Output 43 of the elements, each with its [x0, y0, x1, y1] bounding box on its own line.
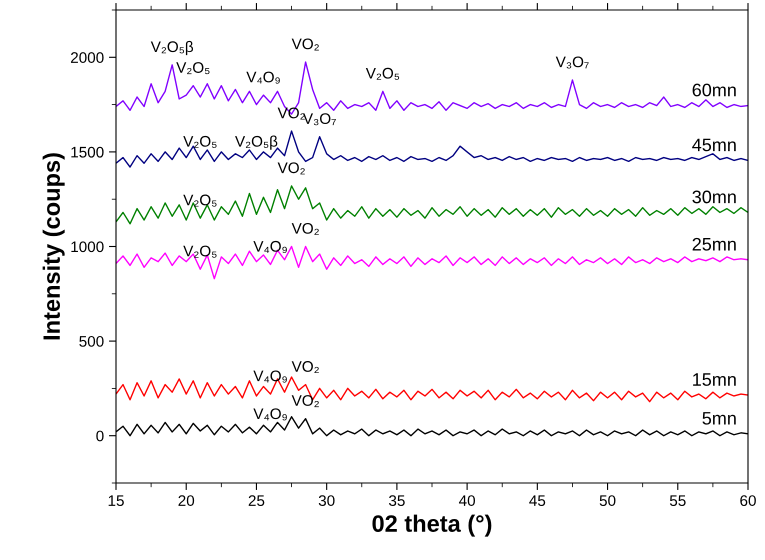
series-label: 60mn [692, 84, 736, 96]
y-tick-label: 1500 [71, 146, 104, 158]
annotation: V₄O₉ [253, 370, 287, 383]
annotation: VO₂ [292, 395, 319, 408]
annotation: V₃O₇ [556, 56, 589, 68]
x-tick-label: 35 [388, 495, 405, 506]
series-label: 30mn [692, 190, 736, 204]
y-tick-label: 0 [96, 430, 104, 442]
series-label: 5mn [702, 412, 736, 425]
y-tick-label: 2000 [70, 52, 104, 63]
y-tick-label: 1000 [71, 241, 104, 252]
annotation: V₂O₅ [366, 68, 400, 80]
x-tick-label: 50 [600, 495, 616, 506]
series-label: 45mn [692, 138, 736, 152]
series-label: 25mn [692, 238, 736, 251]
annotation: VO₂ [292, 222, 319, 235]
line-series [116, 185, 748, 224]
annotation: VO₂ [278, 162, 305, 174]
annotation: V₂O₅ [183, 136, 217, 148]
x-tick-label: 40 [458, 495, 476, 506]
x-tick-label: 60 [740, 495, 756, 506]
annotation: V₂O₅β [150, 40, 194, 56]
annotation: V₃O₇ [302, 113, 336, 126]
y-tick-label: 500 [79, 336, 104, 347]
annotation: VO₂ [292, 38, 319, 50]
annotation: V₂O₅ [176, 62, 210, 74]
annotation: V₂O₅β [235, 136, 278, 150]
series-label: 15mn [693, 373, 736, 386]
annotation: V₂O₅ [183, 246, 217, 258]
annotation: V₂O₅ [183, 194, 217, 207]
annotation: VO₂ [278, 108, 305, 120]
annotation: V₄O₉ [246, 72, 280, 84]
y-axis-title: Intensity (coups) [42, 153, 65, 340]
x-axis-title: 02 theta (°) [372, 514, 492, 537]
annotation: V₄O₉ [253, 240, 287, 253]
x-tick-label: 45 [529, 495, 546, 506]
annotation: V₄O₉ [253, 408, 287, 420]
x-tick-label: 15 [108, 495, 124, 506]
x-tick-label: 55 [670, 495, 686, 506]
annotation: VO₂ [292, 361, 319, 374]
x-tick-label: 25 [248, 495, 264, 506]
x-tick-label: 20 [178, 495, 194, 506]
x-tick-label: 30 [318, 495, 335, 506]
